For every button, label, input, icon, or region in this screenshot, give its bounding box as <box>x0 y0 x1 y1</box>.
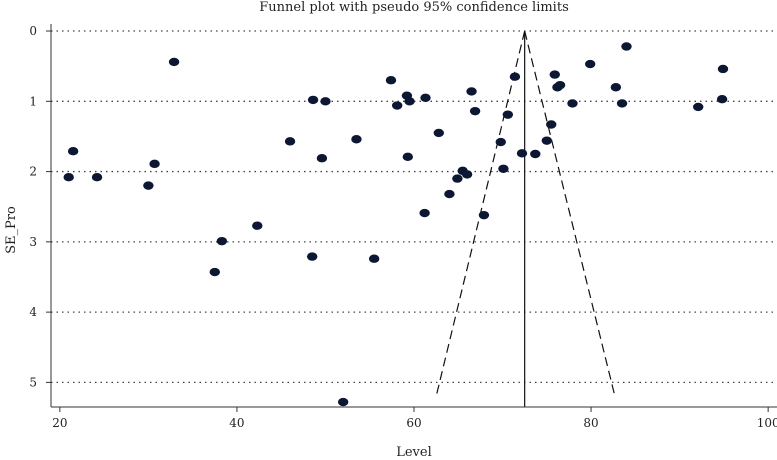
data-point-23 <box>433 128 444 138</box>
data-point-21 <box>420 93 431 102</box>
data-point-35 <box>516 149 528 158</box>
data-point-25 <box>452 174 463 183</box>
data-point-24 <box>444 189 455 199</box>
chart-title: Funnel plot with pseudo 95% confidence l… <box>259 0 569 15</box>
data-point-37 <box>541 136 553 145</box>
x-axis-label: Level <box>396 445 432 460</box>
data-point-43 <box>584 59 596 69</box>
ci-line-ci_upper <box>524 30 616 397</box>
data-point-20 <box>404 97 415 106</box>
y-tick-label-1: 1 <box>29 94 37 108</box>
data-point-49 <box>717 64 729 74</box>
data-point-13 <box>320 97 331 106</box>
data-point-3 <box>143 181 154 190</box>
data-point-34 <box>509 72 521 81</box>
x-tick-label-100: 100 <box>757 416 777 430</box>
data-point-38 <box>546 120 557 129</box>
data-point-9 <box>284 137 296 146</box>
data-point-0 <box>63 173 74 182</box>
data-point-31 <box>495 137 506 147</box>
data-point-41 <box>554 80 566 90</box>
axes <box>50 24 777 408</box>
data-point-45 <box>616 99 628 108</box>
data-point-11 <box>307 95 319 105</box>
data-point-16 <box>385 76 397 85</box>
data-point-6 <box>209 267 220 277</box>
data-points <box>63 42 729 407</box>
data-point-7 <box>216 236 228 246</box>
data-point-29 <box>469 106 481 116</box>
data-point-1 <box>67 146 79 156</box>
data-point-44 <box>610 83 622 92</box>
data-point-10 <box>306 252 318 261</box>
data-point-17 <box>391 101 403 110</box>
data-point-48 <box>716 94 728 104</box>
x-tick-label-60: 60 <box>406 416 421 430</box>
y-tick-label-0: 0 <box>29 24 37 38</box>
x-tick-label-40: 40 <box>229 416 244 430</box>
data-point-19 <box>402 152 414 162</box>
data-point-15 <box>368 254 380 263</box>
data-point-46 <box>621 42 632 51</box>
data-point-47 <box>693 102 704 112</box>
y-tick-label-5: 5 <box>29 375 37 389</box>
data-point-32 <box>498 164 509 173</box>
y-ticks: 0 1 2 3 4 5 <box>29 24 51 389</box>
data-point-4 <box>149 159 160 169</box>
data-point-22 <box>419 208 430 218</box>
data-point-42 <box>567 99 578 108</box>
y-tick-label-3: 3 <box>29 235 37 249</box>
grid-lines <box>51 30 777 384</box>
data-point-12 <box>316 154 328 163</box>
data-point-28 <box>466 87 477 96</box>
data-point-5 <box>168 57 180 67</box>
x-tick-label-80: 80 <box>583 416 598 430</box>
y-tick-label-4: 4 <box>29 305 37 319</box>
funnel-lines <box>435 30 616 407</box>
data-point-2 <box>91 173 103 182</box>
data-point-36 <box>530 149 541 159</box>
data-point-39 <box>549 70 560 79</box>
x-ticks: 20 40 60 80 100 <box>52 407 777 430</box>
y-tick-label-2: 2 <box>29 165 37 179</box>
data-point-27 <box>461 170 473 179</box>
y-axis-label: SE_Pro <box>4 206 19 254</box>
x-tick-label-20: 20 <box>52 416 67 430</box>
data-point-50 <box>337 397 349 407</box>
data-point-14 <box>351 135 362 144</box>
data-point-30 <box>478 210 490 220</box>
data-point-8 <box>252 221 263 230</box>
data-point-33 <box>502 110 514 119</box>
